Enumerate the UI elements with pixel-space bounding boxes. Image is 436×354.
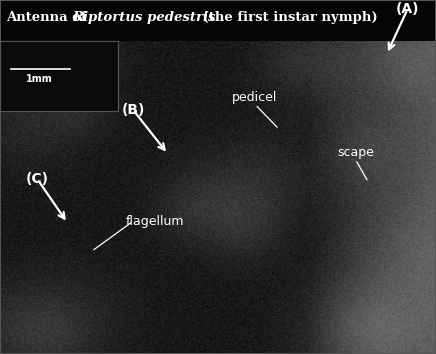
- Text: Riptortus pedestris: Riptortus pedestris: [72, 11, 215, 24]
- Text: 1mm: 1mm: [26, 74, 53, 84]
- Text: scape: scape: [337, 146, 374, 159]
- Text: (A): (A): [396, 2, 419, 16]
- Bar: [0, 0, 436, 41]
- Text: (the first instar nymph): (the first instar nymph): [198, 11, 378, 24]
- Bar: [0, 41, 118, 111]
- Text: flagellum: flagellum: [126, 215, 184, 228]
- Text: pedicel: pedicel: [232, 91, 278, 104]
- Text: Antenna of: Antenna of: [7, 11, 92, 24]
- Text: (B): (B): [121, 103, 145, 117]
- Text: (C): (C): [26, 172, 48, 186]
